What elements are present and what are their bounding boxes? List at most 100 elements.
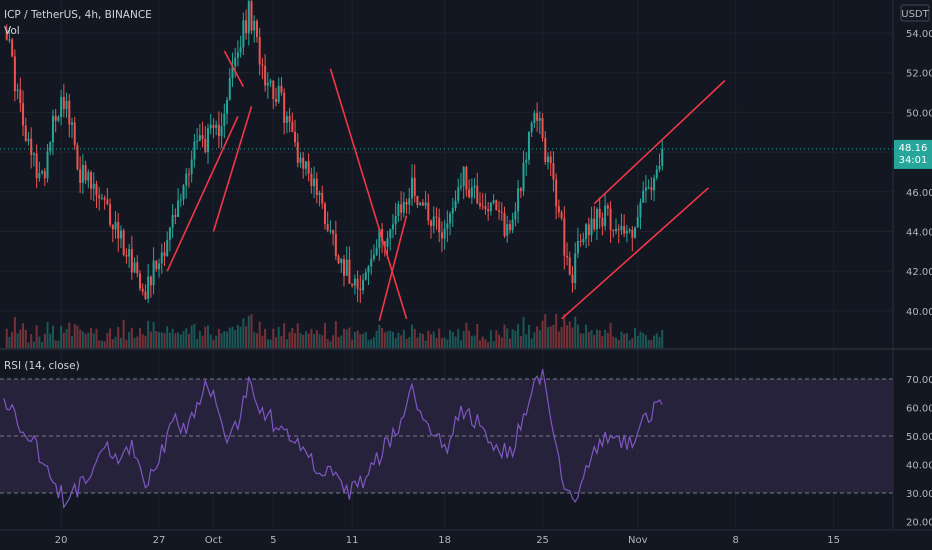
candle-body [215, 124, 218, 128]
candle-body [187, 173, 190, 175]
candle-body [49, 142, 52, 152]
volume-label[interactable]: Vol [4, 25, 20, 37]
volume-bar [337, 337, 340, 348]
candle-body [264, 65, 267, 86]
candle-body [362, 279, 365, 291]
volume-bar [8, 336, 11, 348]
candle-body [226, 99, 229, 114]
volume-bar [438, 328, 441, 348]
candle-body [242, 20, 245, 48]
volume-bar [228, 327, 231, 348]
volume-bar [359, 334, 362, 348]
candle-body [628, 229, 631, 232]
volume-bar [506, 328, 509, 348]
candle-body [536, 113, 539, 121]
candle-body [223, 113, 226, 127]
volume-bar [465, 322, 468, 348]
candle-body [612, 230, 615, 232]
candle-body [109, 204, 112, 225]
candle-body [277, 85, 280, 102]
candle-body [5, 30, 8, 40]
candle-body [609, 208, 612, 231]
candle-body [514, 211, 517, 220]
time-tick-label: 11 [346, 535, 359, 546]
candle-body [294, 131, 297, 143]
candle-body [359, 288, 362, 291]
currency-box[interactable] [900, 4, 930, 22]
candle-body [207, 128, 209, 152]
volume-bar [217, 328, 220, 348]
candle-body [62, 96, 65, 110]
candle-body [408, 198, 411, 205]
volume-bar [147, 320, 150, 348]
volume-bar [149, 331, 152, 348]
time-tick-label: Nov [628, 535, 648, 546]
symbol-title[interactable]: ICP / TetherUS, 4h, BINANCE [4, 9, 152, 21]
volume-bar [421, 333, 424, 348]
volume-bar [264, 328, 267, 348]
volume-bar [353, 331, 356, 348]
candle-body [443, 228, 446, 239]
candle-body [498, 210, 501, 212]
candle-body [8, 39, 11, 41]
candle-body [217, 124, 220, 137]
candle-body [394, 215, 397, 225]
candle-body [310, 173, 313, 187]
volume-bar [285, 339, 288, 348]
volume-bar [560, 326, 563, 348]
volume-bar [245, 326, 248, 348]
time-tick-label: 20 [55, 535, 68, 546]
volume-bar [207, 325, 209, 348]
volume-bar [468, 330, 471, 348]
volume-bar [400, 335, 403, 348]
volume-bar [615, 337, 617, 348]
volume-bar [517, 324, 520, 348]
volume-bar [24, 329, 27, 348]
candle-body [585, 224, 588, 239]
candle-body [473, 185, 476, 188]
volume-bar [185, 328, 188, 348]
volume-bar [136, 336, 139, 348]
candle-body [280, 85, 283, 93]
candle-body [411, 177, 413, 199]
volume-bar [193, 323, 196, 348]
candle-body [574, 253, 577, 284]
candle-body [313, 178, 316, 187]
trendlines [166, 50, 726, 322]
candle-body [343, 259, 345, 276]
candle-body [419, 202, 422, 205]
trendline [212, 106, 253, 232]
volume-bar [54, 340, 57, 348]
volume-bar [201, 335, 204, 348]
volume-bar [296, 323, 299, 348]
volume-bar [109, 328, 112, 348]
volume-bar [503, 324, 506, 348]
candle-body [449, 213, 452, 224]
candle-body [71, 122, 73, 125]
volume-bar [492, 341, 495, 348]
volume-bar [168, 332, 171, 348]
volume-bar [11, 331, 14, 348]
volume-bar [419, 333, 422, 348]
candle-body [364, 272, 367, 280]
volume-bar [519, 335, 522, 348]
candle-body [517, 188, 520, 212]
volume-bar [174, 333, 177, 348]
volume-bar [402, 329, 405, 348]
candle-body [95, 183, 98, 196]
candle-body [163, 252, 166, 257]
volume-bar [266, 339, 269, 348]
volume-bars [5, 314, 664, 348]
candle-body [38, 172, 41, 179]
volume-bar [255, 333, 258, 348]
candle-body [606, 205, 609, 209]
candle-body [389, 229, 392, 239]
candle-body [479, 203, 481, 206]
rsi-label[interactable]: RSI (14, close) [4, 360, 80, 372]
candle-body [122, 230, 125, 256]
candle-body [552, 163, 555, 180]
candle-body [519, 188, 522, 192]
candle-body [642, 190, 645, 203]
